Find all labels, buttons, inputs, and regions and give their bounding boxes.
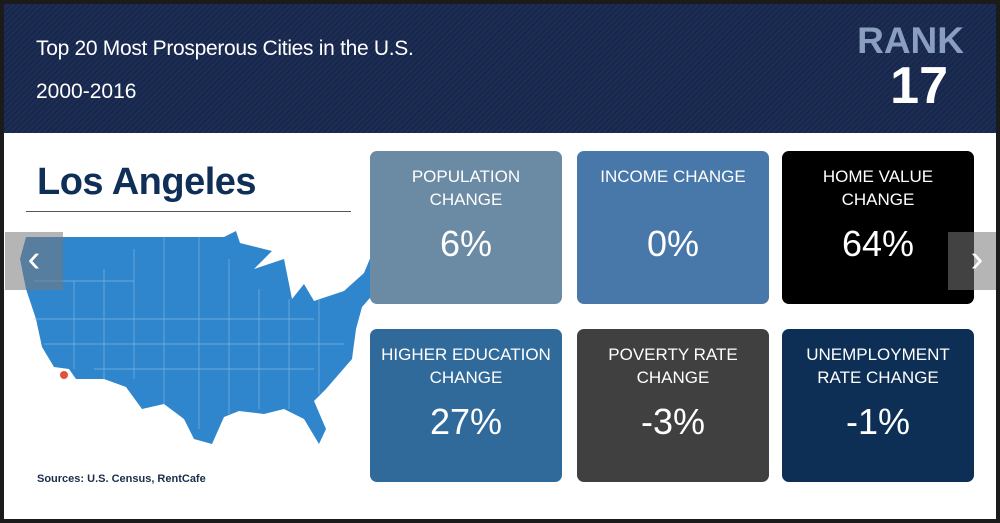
year-range: 2000-2016 (36, 80, 137, 103)
card-value: 6% (439, 223, 493, 264)
prev-slide-button[interactable]: ‹ (5, 232, 63, 290)
card-unemployment-rate-change: UNEMPLOYMENT RATE CHANGE -1% (782, 329, 974, 482)
card-income-change: INCOME CHANGE 0% (577, 151, 769, 304)
card-label: INCOME CHANGE (600, 167, 746, 186)
chevron-right-icon: › (970, 238, 984, 280)
rank-value: 17 (890, 57, 948, 115)
chevron-left-icon: ‹ (27, 238, 41, 280)
card-value: -3% (640, 401, 706, 442)
next-slide-button[interactable]: › (948, 232, 996, 290)
card-value: 64% (841, 223, 915, 264)
card-population-change: POPULATION CHANGE 6% (370, 151, 562, 304)
card-label: UNEMPLOYMENT RATE CHANGE (806, 345, 950, 387)
card-value: 27% (429, 401, 503, 442)
card-value: -1% (845, 401, 911, 442)
card-value: 0% (646, 223, 700, 264)
city-name: Los Angeles (37, 161, 257, 203)
divider (26, 211, 351, 212)
card-label: HOME VALUE CHANGE (822, 167, 934, 209)
card-label: POPULATION CHANGE (411, 167, 521, 209)
header: Top 20 Most Prosperous Cities in the U.S… (4, 4, 996, 133)
us-map (20, 231, 392, 444)
card-home-value-change: HOME VALUE CHANGE 64% (782, 151, 974, 304)
rank-label: RANK (857, 20, 964, 61)
us-map-shape (20, 231, 392, 444)
city-marker (60, 371, 68, 379)
card-label: HIGHER EDUCATION CHANGE (381, 345, 551, 387)
slide: Top 20 Most Prosperous Cities in the U.S… (4, 4, 996, 519)
card-poverty-rate-change: POVERTY RATE CHANGE -3% (577, 329, 769, 482)
sources-note: Sources: U.S. Census, RentCafe (37, 473, 206, 485)
card-higher-education-change: HIGHER EDUCATION CHANGE 27% (370, 329, 562, 482)
page-title: Top 20 Most Prosperous Cities in the U.S… (36, 37, 414, 60)
card-label: POVERTY RATE CHANGE (608, 345, 738, 387)
